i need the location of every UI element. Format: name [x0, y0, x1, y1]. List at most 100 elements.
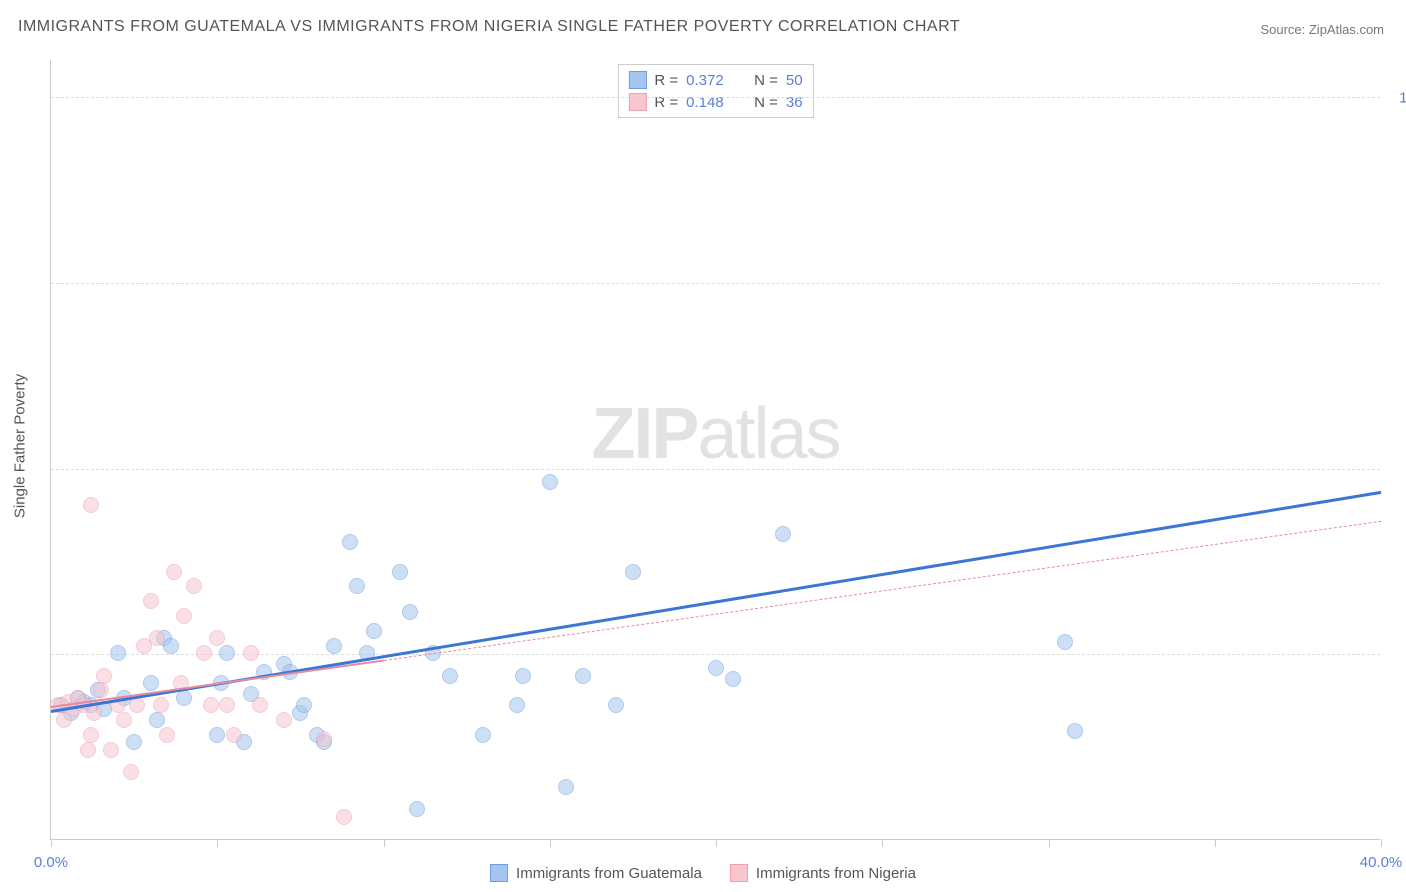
data-point — [96, 668, 112, 684]
data-point — [366, 623, 382, 639]
data-point — [153, 697, 169, 713]
data-point — [209, 630, 225, 646]
bottom-legend-label-1: Immigrants from Nigeria — [756, 865, 916, 882]
chart-title: IMMIGRANTS FROM GUATEMALA VS IMMIGRANTS … — [18, 18, 960, 36]
r-value-0: 0.372 — [686, 72, 736, 89]
data-point — [625, 564, 641, 580]
data-point — [126, 734, 142, 750]
data-point — [116, 712, 132, 728]
legend-swatch-0 — [628, 71, 646, 89]
data-point — [143, 593, 159, 609]
x-tick — [1381, 839, 1382, 847]
data-point — [409, 801, 425, 817]
data-point — [209, 727, 225, 743]
bottom-legend: Immigrants from Guatemala Immigrants fro… — [490, 864, 916, 882]
data-point — [166, 564, 182, 580]
chart-container: IMMIGRANTS FROM GUATEMALA VS IMMIGRANTS … — [0, 0, 1406, 892]
y-tick-label: 25.0% — [1390, 647, 1406, 664]
data-point — [316, 731, 332, 747]
trend-line — [383, 521, 1381, 661]
data-point — [515, 668, 531, 684]
source-label: Source: ZipAtlas.com — [1260, 22, 1384, 37]
data-point — [83, 727, 99, 743]
data-point — [326, 638, 342, 654]
bottom-swatch-1 — [730, 864, 748, 882]
gridline: 100.0% — [51, 97, 1380, 98]
data-point — [708, 660, 724, 676]
data-point — [1057, 634, 1073, 650]
bottom-legend-item-1: Immigrants from Nigeria — [730, 864, 916, 882]
r-label: R = — [654, 94, 678, 111]
gridline: 50.0% — [51, 469, 1380, 470]
data-point — [176, 690, 192, 706]
y-tick-label: 100.0% — [1390, 90, 1406, 107]
data-point — [336, 809, 352, 825]
data-point — [402, 604, 418, 620]
data-point — [509, 697, 525, 713]
data-point — [608, 697, 624, 713]
watermark-rest: atlas — [697, 394, 839, 474]
n-value-1: 36 — [786, 94, 803, 111]
bottom-legend-label-0: Immigrants from Guatemala — [516, 865, 702, 882]
data-point — [558, 779, 574, 795]
data-point — [725, 671, 741, 687]
data-point — [475, 727, 491, 743]
x-tick — [550, 839, 551, 847]
y-tick-label: 50.0% — [1390, 461, 1406, 478]
r-label: R = — [654, 72, 678, 89]
data-point — [342, 534, 358, 550]
data-point — [775, 526, 791, 542]
data-point — [186, 578, 202, 594]
x-tick-label: 0.0% — [34, 854, 68, 871]
data-point — [196, 645, 212, 661]
x-tick — [882, 839, 883, 847]
data-point — [80, 742, 96, 758]
data-point — [86, 705, 102, 721]
data-point — [442, 668, 458, 684]
bottom-legend-item-0: Immigrants from Guatemala — [490, 864, 702, 882]
legend-stats-box: R = 0.372 N = 50 R = 0.148 N = 36 — [617, 64, 813, 118]
data-point — [93, 682, 109, 698]
x-tick — [716, 839, 717, 847]
data-point — [83, 497, 99, 513]
data-point — [1067, 723, 1083, 739]
bottom-swatch-0 — [490, 864, 508, 882]
data-point — [123, 764, 139, 780]
x-tick — [217, 839, 218, 847]
x-tick — [384, 839, 385, 847]
gridline: 75.0% — [51, 283, 1380, 284]
data-point — [392, 564, 408, 580]
watermark: ZIPatlas — [591, 393, 839, 475]
x-tick — [1215, 839, 1216, 847]
data-point — [176, 608, 192, 624]
x-tick — [1049, 839, 1050, 847]
legend-stats-row-1: R = 0.148 N = 36 — [628, 91, 802, 113]
data-point — [296, 697, 312, 713]
n-label: N = — [754, 94, 778, 111]
x-tick — [51, 839, 52, 847]
data-point — [149, 630, 165, 646]
y-axis-title: Single Father Poverty — [12, 374, 29, 518]
data-point — [159, 727, 175, 743]
r-value-1: 0.148 — [686, 94, 736, 111]
data-point — [149, 712, 165, 728]
legend-swatch-1 — [628, 93, 646, 111]
data-point — [276, 712, 292, 728]
data-point — [203, 697, 219, 713]
watermark-bold: ZIP — [591, 394, 697, 474]
data-point — [243, 645, 259, 661]
data-point — [219, 697, 235, 713]
data-point — [349, 578, 365, 594]
data-point — [575, 668, 591, 684]
data-point — [143, 675, 159, 691]
x-tick-label: 40.0% — [1360, 854, 1403, 871]
data-point — [219, 645, 235, 661]
data-point — [103, 742, 119, 758]
data-point — [110, 645, 126, 661]
data-point — [226, 727, 242, 743]
legend-stats-row-0: R = 0.372 N = 50 — [628, 69, 802, 91]
y-tick-label: 75.0% — [1390, 275, 1406, 292]
data-point — [252, 697, 268, 713]
plot-area: ZIPatlas R = 0.372 N = 50 R = 0.148 N = … — [50, 60, 1380, 840]
data-point — [542, 474, 558, 490]
